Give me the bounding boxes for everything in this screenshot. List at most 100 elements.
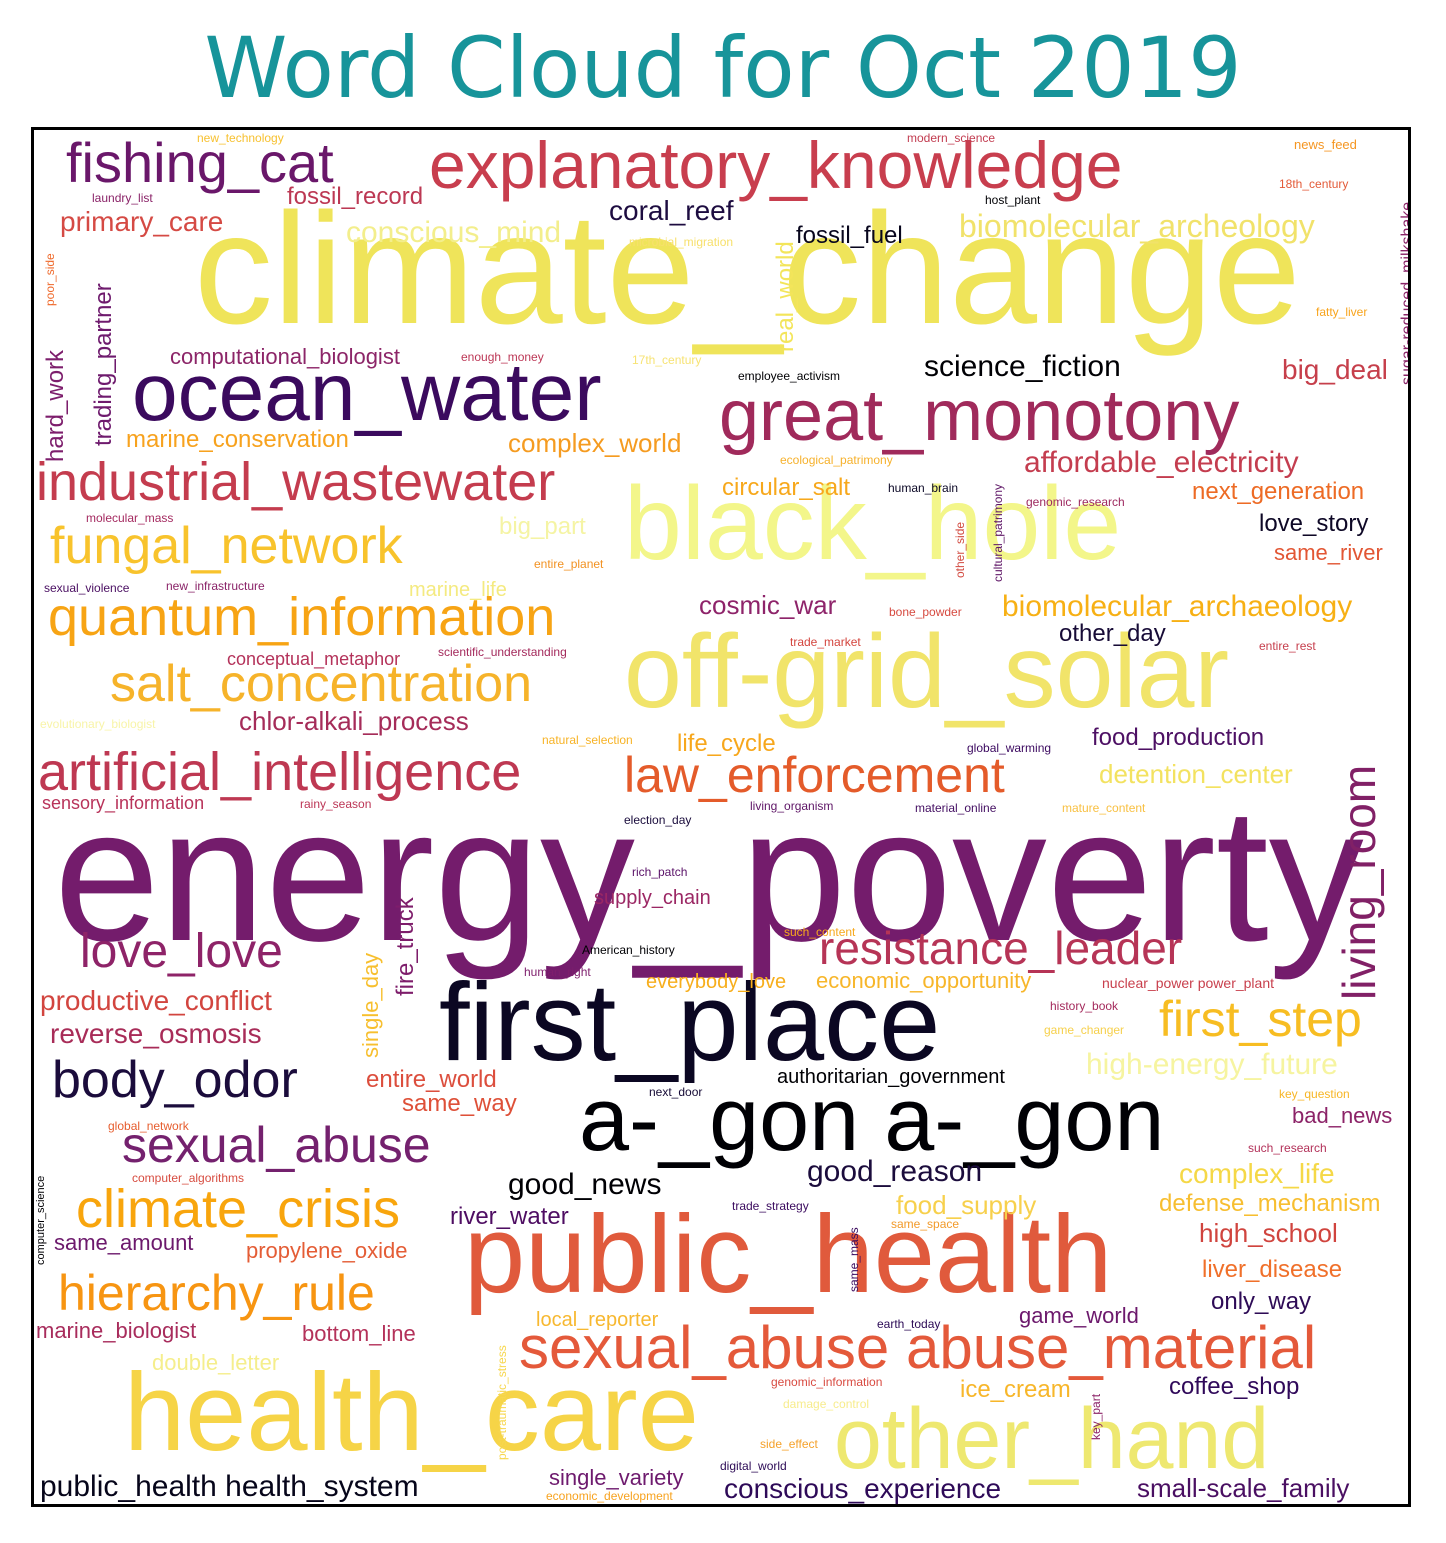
cloud-word: bottom_line xyxy=(302,1321,416,1346)
cloud-word: local_reporter xyxy=(536,1309,659,1331)
cloud-word: post-traumatic_stress xyxy=(495,1345,509,1460)
cloud-word: history_book xyxy=(1050,999,1119,1013)
cloud-word: chlor-alkali_process xyxy=(239,706,469,736)
cloud-word: other_hand xyxy=(834,1391,1270,1487)
cloud-word: nuclear_power power_plant xyxy=(1102,975,1274,991)
cloud-word: energy_poverty xyxy=(54,769,1364,981)
cloud-word: ice_cream xyxy=(960,1376,1071,1403)
cloud-word: other_side xyxy=(953,521,967,578)
cloud-word: high-energy_future xyxy=(1086,1048,1338,1081)
cloud-word: good_reason xyxy=(807,1155,983,1188)
cloud-word: conscious_experience xyxy=(724,1473,1002,1504)
cloud-word: biomolecular_archaeology xyxy=(1002,590,1353,623)
page-title: Word Cloud for Oct 2019 xyxy=(204,19,1242,117)
cloud-word: first_place xyxy=(439,961,941,1084)
cloud-word: everybody_love xyxy=(646,971,787,993)
cloud-word: circular_salt xyxy=(722,474,851,501)
cloud-word: love_story xyxy=(1259,510,1369,537)
cloud-word: marine_biologist xyxy=(36,1318,197,1343)
cloud-word: bone_powder xyxy=(889,605,962,619)
cloud-word: entire_planet xyxy=(534,557,604,571)
cloud-word: such_content xyxy=(784,925,856,939)
cloud-word: climate_crisis xyxy=(76,1179,401,1239)
cloud-word: cosmic_war xyxy=(699,590,837,620)
cloud-word: bad_news xyxy=(1292,1103,1393,1128)
cloud-word: only_way xyxy=(1211,1288,1312,1315)
cloud-word: sugar-reduced_milkshake xyxy=(1399,201,1411,385)
cloud-word: fatty_liver xyxy=(1316,305,1368,319)
cloud-word: election_day xyxy=(624,813,692,827)
cloud-word: sensory_information xyxy=(42,793,205,813)
cloud-word: body_odor xyxy=(52,1051,298,1109)
cloud-word: game_changer xyxy=(1044,1023,1125,1037)
cloud-word: entire_world xyxy=(366,1066,497,1093)
cloud-word: material_online xyxy=(915,801,997,815)
cloud-word: microbial_migration xyxy=(629,235,734,249)
cloud-word: double_letter xyxy=(152,1350,280,1375)
cloud-word: natural_selection xyxy=(542,733,633,747)
cloud-word: big_part xyxy=(499,513,586,540)
cloud-word: climate_change xyxy=(194,181,1301,357)
cloud-word: big_deal xyxy=(1282,354,1388,385)
cloud-word: side_effect xyxy=(760,1437,818,1451)
cloud-word: computer_algorithms xyxy=(132,1171,245,1185)
cloud-word: hard_work xyxy=(42,349,69,462)
cloud-word: complex_world xyxy=(508,428,682,458)
cloud-word: American_history xyxy=(582,943,675,957)
cloud-word: real_world xyxy=(772,241,799,352)
cloud-word: ecological_patrimony xyxy=(780,453,893,467)
cloud-word: marine_conservation xyxy=(126,426,349,453)
cloud-word: propylene_oxide xyxy=(246,1238,408,1263)
cloud-word: biomolecular_archeology xyxy=(959,208,1315,244)
cloud-word: sexual_abuse xyxy=(122,1117,431,1173)
cloud-word: damage_control xyxy=(783,1397,870,1411)
cloud-word: sexual_abuse abuse_material xyxy=(519,1314,1317,1381)
cloud-word: economic_opportunity xyxy=(816,968,1032,993)
cloud-word: marine_life xyxy=(409,579,507,601)
cloud-word: game_world xyxy=(1019,1303,1139,1328)
cloud-word: law_enforcement xyxy=(624,747,1005,803)
cloud-word: good_news xyxy=(508,1168,662,1201)
cloud-word: earth_today xyxy=(877,1317,941,1331)
cloud-word: fossil_record xyxy=(287,183,424,210)
cloud-word: cultural_patrimony xyxy=(991,483,1005,582)
cloud-word: rich_patch xyxy=(632,865,688,879)
cloud-word: high_school xyxy=(1199,1218,1338,1248)
cloud-word: fire_truck xyxy=(392,897,419,996)
cloud-word: hierarchy_rule xyxy=(58,1265,375,1321)
cloud-word: laundry_list xyxy=(92,191,153,205)
cloud-word: molecular_mass xyxy=(86,511,174,525)
cloud-word: off-grid_solar xyxy=(624,614,1230,730)
cloud-word: productive_conflict xyxy=(40,985,272,1016)
cloud-word: public_health xyxy=(464,1193,1113,1316)
cloud-word: employee_activism xyxy=(738,369,841,383)
cloud-word: key_part xyxy=(1089,1393,1103,1440)
cloud-word: global_warming xyxy=(967,741,1052,755)
cloud-word: complex_life xyxy=(1179,1158,1335,1189)
cloud-word: mature_content xyxy=(1062,801,1146,815)
cloud-word: salt_concentration xyxy=(110,655,533,713)
cloud-word: entire_rest xyxy=(1259,639,1316,653)
cloud-word: single_day xyxy=(358,952,383,1058)
cloud-word: new_infrastructure xyxy=(166,579,265,593)
cloud-word: such_research xyxy=(1248,1141,1327,1155)
cloud-word: digital_world xyxy=(720,1459,787,1473)
cloud-word: trading_partner xyxy=(90,283,117,446)
cloud-word: living_room xyxy=(1333,764,1385,1000)
cloud-word: fishing_cat xyxy=(66,131,334,194)
cloud-word: affordable_electricity xyxy=(1024,446,1299,479)
cloud-word: small-scale_family xyxy=(1137,1473,1350,1503)
cloud-word: 17th_century xyxy=(632,353,702,367)
cloud-word: black_hole xyxy=(624,466,1122,582)
cloud-word: enough_money xyxy=(461,350,544,364)
cloud-word: great_monotony xyxy=(719,376,1240,456)
cloud-word: river_water xyxy=(450,1203,569,1230)
cloud-word: genomic_information xyxy=(771,1375,883,1389)
cloud-word: food_supply xyxy=(896,1190,1037,1220)
cloud-word: liver_disease xyxy=(1202,1256,1343,1283)
cloud-word: explanatory_knowledge xyxy=(429,128,1123,202)
cloud-word: trade_strategy xyxy=(732,1199,809,1213)
cloud-word: other_day xyxy=(1059,620,1166,647)
cloud-word: health_care xyxy=(124,1351,699,1474)
cloud-word: first_step xyxy=(1159,991,1362,1047)
